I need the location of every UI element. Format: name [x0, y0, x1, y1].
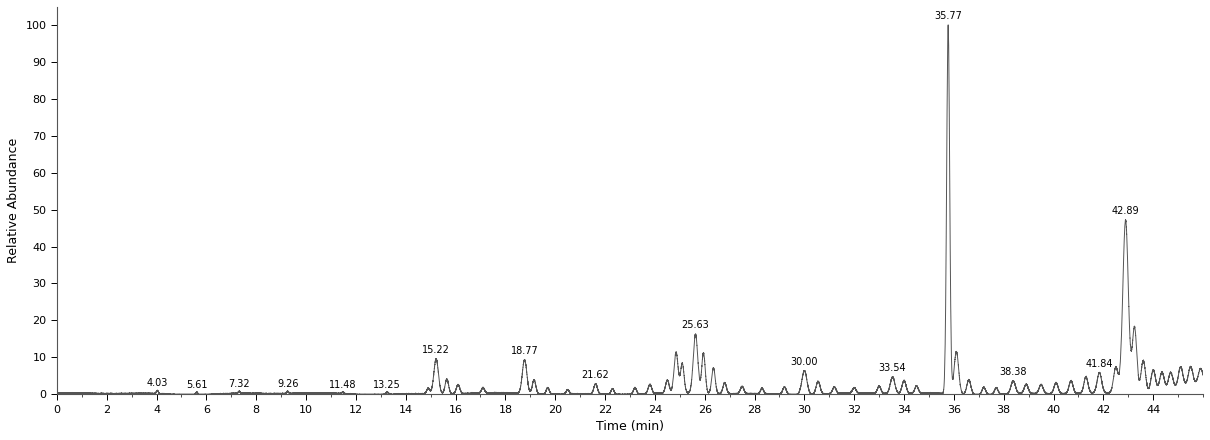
Text: 42.89: 42.89	[1112, 206, 1140, 216]
Text: 33.54: 33.54	[878, 363, 906, 373]
Text: 38.38: 38.38	[999, 367, 1027, 377]
Text: 18.77: 18.77	[511, 346, 538, 356]
Text: 21.62: 21.62	[582, 370, 610, 380]
X-axis label: Time (min): Time (min)	[597, 420, 664, 433]
Text: 4.03: 4.03	[146, 378, 168, 389]
Text: 30.00: 30.00	[790, 357, 818, 367]
Text: 9.26: 9.26	[277, 379, 299, 389]
Text: 41.84: 41.84	[1085, 359, 1113, 369]
Text: 35.77: 35.77	[934, 11, 962, 21]
Text: 5.61: 5.61	[186, 380, 207, 390]
Text: 15.22: 15.22	[422, 345, 450, 355]
Text: 11.48: 11.48	[329, 380, 357, 390]
Text: 7.32: 7.32	[229, 379, 250, 389]
Text: 25.63: 25.63	[681, 320, 709, 330]
Text: 13.25: 13.25	[373, 380, 401, 390]
Y-axis label: Relative Abundance: Relative Abundance	[7, 138, 19, 263]
